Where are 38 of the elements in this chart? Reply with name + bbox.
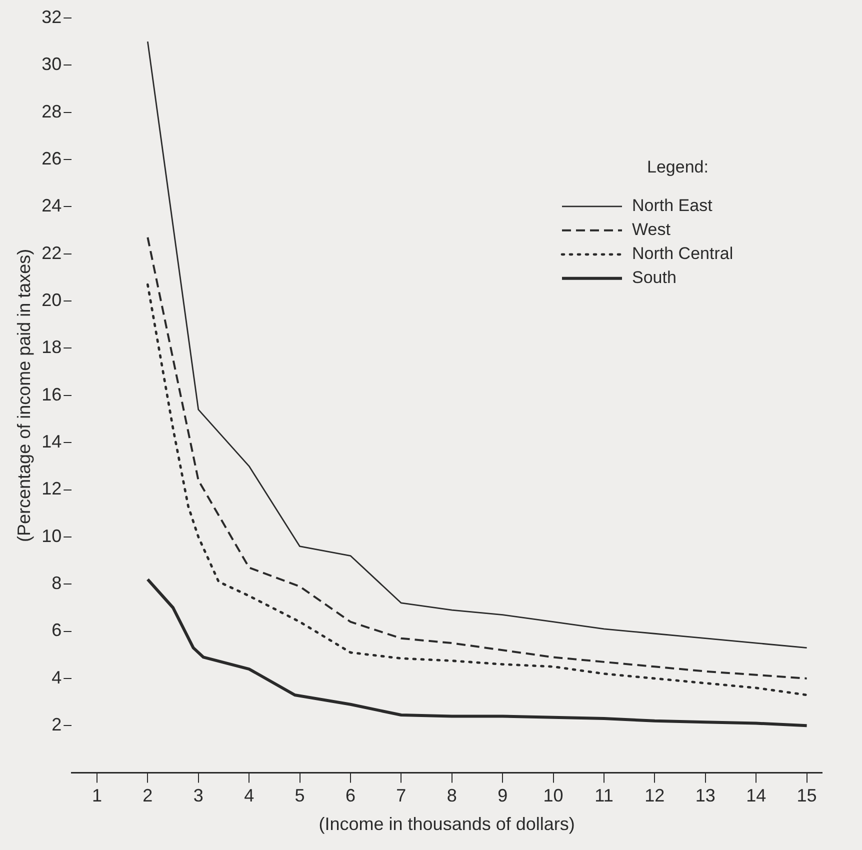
y-axis-title: (Percentage of income paid in taxes)	[14, 248, 34, 542]
y-tick-label: 14	[42, 432, 62, 452]
x-tick-label: 1	[92, 786, 102, 806]
y-tick-label: 8	[52, 573, 62, 594]
x-tick-label: 11	[594, 786, 614, 806]
y-tick-label: 12	[42, 478, 62, 499]
y-tick-label: 10	[42, 526, 62, 546]
y-tick-label: 2	[52, 714, 62, 735]
legend-label: North Central	[632, 244, 734, 264]
y-tick-label: 20	[42, 290, 62, 310]
x-tick-label: 8	[446, 786, 457, 806]
y-tick-label: 16	[42, 384, 62, 404]
x-tick-label: 14	[746, 786, 766, 806]
y-tick-label: 32	[42, 6, 62, 27]
x-tick-label: 4	[244, 786, 254, 806]
legend-title: Legend:	[647, 158, 708, 177]
y-tick-label: 22	[42, 242, 62, 263]
x-tick-label: 3	[193, 786, 204, 806]
legend-label: South	[632, 268, 676, 288]
x-tick-label: 9	[498, 786, 508, 806]
y-tick-label: 28	[42, 101, 62, 122]
x-tick-label: 2	[142, 786, 153, 806]
y-tick-label: 4	[52, 667, 62, 688]
x-axis-title: (Income in thousands of dollars)	[318, 814, 575, 834]
x-tick-label: 10	[543, 786, 564, 806]
y-tick-label: 24	[42, 196, 62, 216]
y-tick-label: 30	[42, 54, 62, 74]
legend-label: West	[632, 220, 671, 240]
x-tick-label: 5	[294, 786, 305, 806]
x-tick-label: 13	[695, 786, 716, 806]
legend-label: North East	[632, 196, 713, 216]
x-tick-label: 15	[796, 786, 817, 806]
x-tick-label: 6	[345, 786, 356, 806]
y-tick-label: 18	[42, 337, 62, 358]
y-tick-label: 26	[42, 148, 62, 168]
x-tick-label: 12	[644, 786, 665, 806]
y-tick-label: 6	[52, 620, 62, 640]
x-tick-label: 7	[396, 786, 406, 806]
